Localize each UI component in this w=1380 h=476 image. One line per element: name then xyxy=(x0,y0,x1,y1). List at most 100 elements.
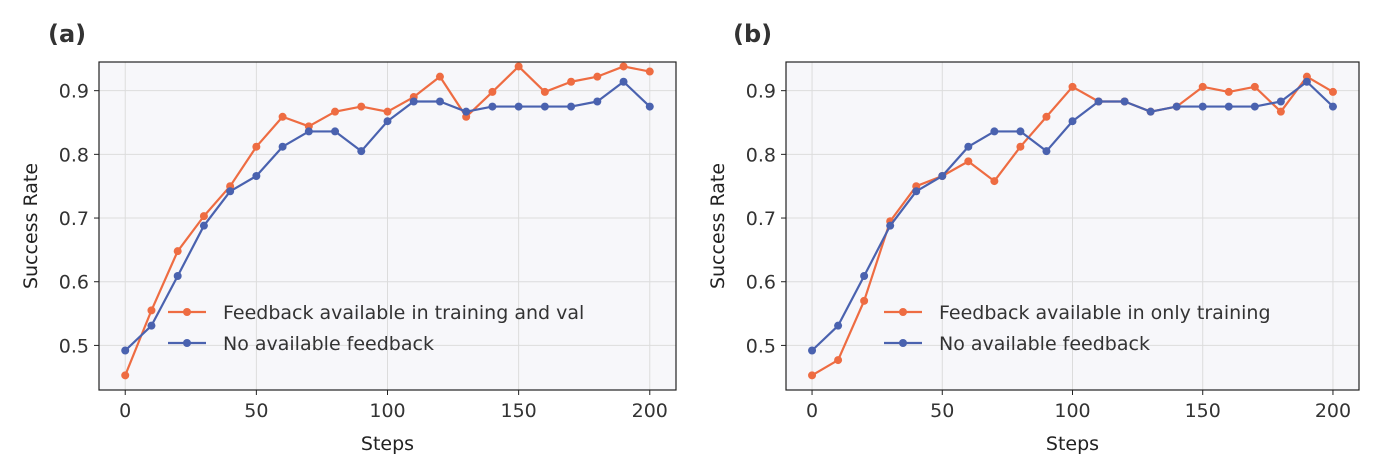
data-point xyxy=(912,187,921,196)
y-tick-label: 0.6 xyxy=(746,272,776,294)
data-point xyxy=(1120,97,1129,106)
data-point xyxy=(383,117,392,126)
data-point xyxy=(593,97,602,106)
data-point xyxy=(1042,147,1051,156)
data-point xyxy=(619,77,628,86)
x-tick-label: 200 xyxy=(1315,400,1351,422)
data-point xyxy=(860,296,869,305)
x-tick-label: 0 xyxy=(119,400,131,422)
y-tick-label: 0.8 xyxy=(59,144,89,166)
data-point xyxy=(619,62,628,71)
data-point xyxy=(147,306,156,315)
data-point xyxy=(1276,97,1285,106)
data-point xyxy=(1250,102,1259,111)
data-point xyxy=(488,87,497,96)
data-point xyxy=(331,107,340,116)
data-point xyxy=(278,142,287,151)
data-point xyxy=(514,62,523,71)
data-point xyxy=(1146,107,1155,116)
x-tick-label: 200 xyxy=(632,400,668,422)
data-point xyxy=(331,127,340,136)
data-point xyxy=(808,346,817,355)
data-point xyxy=(1042,112,1051,121)
data-point xyxy=(1068,117,1077,126)
data-point xyxy=(409,97,418,106)
data-point xyxy=(808,371,817,380)
legend: Feedback available in training and val No… xyxy=(168,302,584,355)
y-tick-label: 0.5 xyxy=(746,335,776,357)
data-point xyxy=(1224,87,1233,96)
chart-panel-2: (b) 0 50 100 150 200 0.5 0.6 0.7 0.8 0.9 Steps Succe… xyxy=(707,20,1360,455)
panel-label: (b) xyxy=(733,20,772,48)
legend-label: Feedback available in only training xyxy=(939,302,1271,324)
data-point xyxy=(435,97,444,106)
y-tick-label: 0.7 xyxy=(746,208,776,230)
data-point xyxy=(645,102,654,111)
x-tick-label: 100 xyxy=(1054,400,1090,422)
data-point xyxy=(173,247,182,256)
data-point xyxy=(645,67,654,76)
data-point xyxy=(199,212,208,221)
x-tick-label: 150 xyxy=(1185,400,1221,422)
legend-marker xyxy=(899,308,907,316)
data-point xyxy=(357,147,366,156)
legend-label: No available feedback xyxy=(223,333,434,355)
data-point xyxy=(886,221,895,230)
data-point xyxy=(1198,82,1207,91)
y-axis-title: Success Rate xyxy=(707,163,729,289)
data-point xyxy=(1250,82,1259,91)
data-point xyxy=(540,87,549,96)
y-tick-label: 0.6 xyxy=(59,272,89,294)
data-point xyxy=(1172,102,1181,111)
data-point xyxy=(834,321,843,330)
y-tick-label: 0.7 xyxy=(59,208,89,230)
data-point xyxy=(121,371,130,380)
data-point xyxy=(357,102,366,111)
legend-label: Feedback available in training and val xyxy=(223,302,584,324)
y-axis-title: Success Rate xyxy=(20,163,42,289)
data-point xyxy=(173,271,182,280)
legend-label: No available feedback xyxy=(939,333,1150,355)
data-point xyxy=(435,72,444,81)
data-point xyxy=(567,102,576,111)
data-point xyxy=(199,221,208,230)
x-tick-label: 100 xyxy=(369,400,405,422)
data-point xyxy=(990,177,999,186)
panel-label: (a) xyxy=(48,20,86,48)
y-tick-label: 0.8 xyxy=(746,144,776,166)
data-point xyxy=(252,172,261,181)
data-point xyxy=(964,142,973,151)
y-tick-label: 0.9 xyxy=(59,81,89,103)
data-point xyxy=(462,107,471,116)
data-point xyxy=(278,112,287,121)
data-point xyxy=(964,157,973,166)
data-point xyxy=(304,127,313,136)
legend-marker xyxy=(899,339,907,347)
legend-marker xyxy=(183,308,191,316)
data-point xyxy=(1224,102,1233,111)
data-point xyxy=(990,127,999,136)
x-tick-label: 0 xyxy=(806,400,818,422)
x-tick-label: 150 xyxy=(501,400,537,422)
x-tick-label: 50 xyxy=(930,400,954,422)
data-point xyxy=(514,102,523,111)
y-tick-label: 0.9 xyxy=(746,81,776,103)
data-point xyxy=(1068,82,1077,91)
x-axis-title: Steps xyxy=(1046,433,1099,455)
data-point xyxy=(1328,87,1337,96)
data-point xyxy=(1276,107,1285,116)
data-point xyxy=(226,187,235,196)
data-point xyxy=(567,77,576,86)
data-point xyxy=(1016,127,1025,136)
x-axis-title: Steps xyxy=(361,433,414,455)
chart-panel-1: (a) 0 50 100 150 200 0.5 0.6 0.7 0.8 0.9 Steps Succe… xyxy=(20,20,677,455)
data-point xyxy=(1016,142,1025,151)
data-point xyxy=(1328,102,1337,111)
legend: Feedback available in only training No av… xyxy=(884,302,1271,355)
y-tick-label: 0.5 xyxy=(59,335,89,357)
x-tick-label: 50 xyxy=(244,400,268,422)
data-point xyxy=(834,356,843,365)
legend-marker xyxy=(183,339,191,347)
data-point xyxy=(383,107,392,116)
